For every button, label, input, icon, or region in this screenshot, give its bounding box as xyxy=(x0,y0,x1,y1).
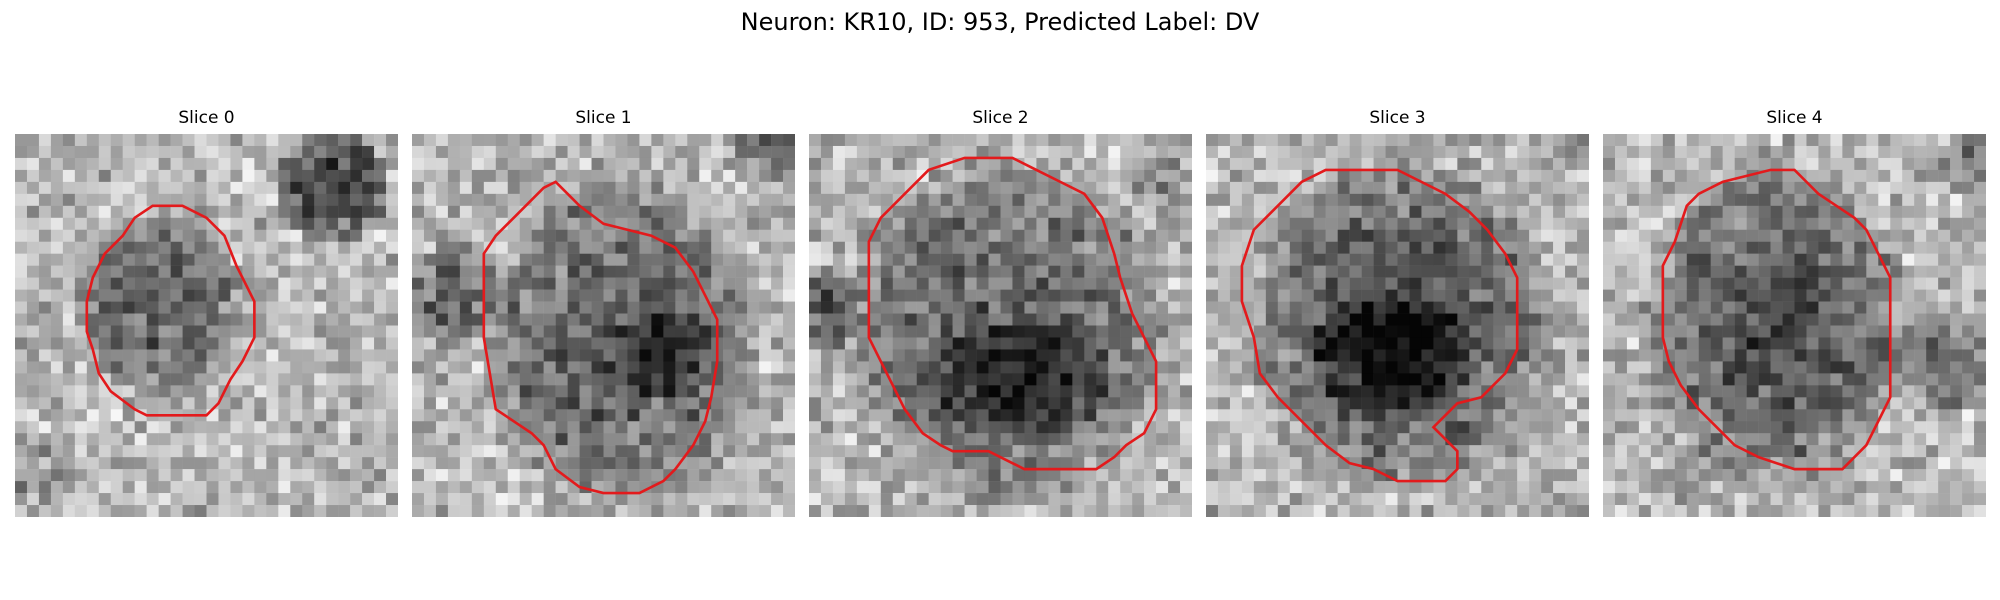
microscopy-image xyxy=(809,134,1192,517)
microscopy-image xyxy=(1206,134,1589,517)
slice-panel-2: Slice 2 xyxy=(809,108,1192,518)
pixel-grid xyxy=(1603,134,1986,517)
slice-panel-3: Slice 3 xyxy=(1206,108,1589,518)
neuron-contour xyxy=(867,156,1158,471)
pixel-grid xyxy=(412,134,795,517)
slice-panel-4: Slice 4 xyxy=(1603,108,1986,518)
neuron-contour xyxy=(482,180,719,495)
slice-panel-0: Slice 0 xyxy=(15,108,398,518)
pixel-grid xyxy=(809,134,1192,517)
pixel-grid xyxy=(1206,134,1589,517)
figure-title: Neuron: KR10, ID: 953, Predicted Label: … xyxy=(740,8,1260,36)
slice-panel-1: Slice 1 xyxy=(412,108,795,518)
pixel-grid xyxy=(15,134,398,517)
microscopy-image xyxy=(1603,134,1986,517)
slice-title: Slice 3 xyxy=(1369,108,1426,128)
microscopy-image xyxy=(15,134,398,517)
slice-title: Slice 0 xyxy=(178,108,235,128)
slice-title: Slice 4 xyxy=(1766,108,1823,128)
slice-title: Slice 2 xyxy=(972,108,1029,128)
neuron-contour xyxy=(1661,168,1892,471)
microscopy-image xyxy=(412,134,795,517)
neuron-contour xyxy=(1240,168,1519,483)
slice-title: Slice 1 xyxy=(575,108,632,128)
neuron-contour xyxy=(85,204,256,417)
